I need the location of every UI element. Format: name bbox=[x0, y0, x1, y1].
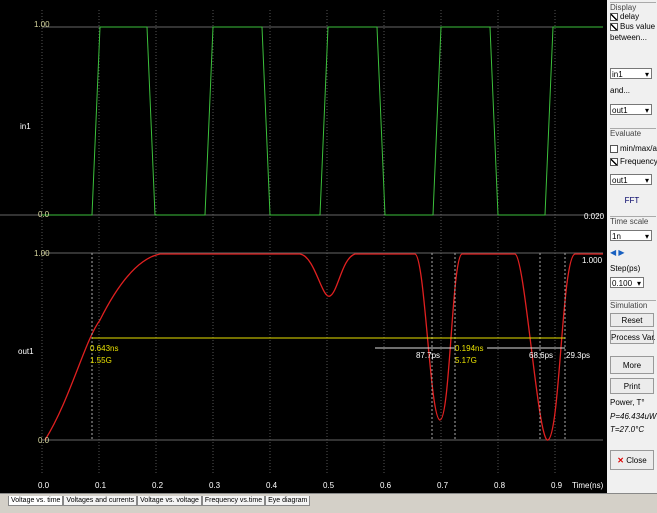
button[interactable]: Reset bbox=[610, 313, 654, 327]
button[interactable]: FFT bbox=[624, 196, 640, 205]
out1-waveform bbox=[44, 253, 603, 441]
measurement: 5.17G bbox=[455, 356, 477, 365]
tab[interactable]: Voltage vs. voltage bbox=[137, 496, 202, 506]
y-high: 1.00 bbox=[34, 20, 50, 29]
right-value: 0.020 bbox=[584, 212, 605, 221]
right-value: 1.000 bbox=[582, 256, 603, 265]
label: T=27.0°C bbox=[610, 425, 645, 434]
y-low: 0.0 bbox=[38, 210, 50, 219]
checkbox[interactable]: Bus value bbox=[610, 22, 655, 31]
plot-area: 1.00 0.0 in1 0.020 1.00 0.0 out1 1.000 0… bbox=[0, 0, 607, 493]
trace-label: out1 bbox=[18, 347, 34, 356]
checkbox[interactable]: delay bbox=[610, 12, 639, 21]
x-axis: 0.0 0.1 0.2 0.3 0.4 0.5 0.6 0.7 0.8 0.9 bbox=[38, 481, 563, 490]
tab-bar: Voltage vs. time Voltages and currents Vol… bbox=[0, 493, 657, 513]
label: Step(ps) bbox=[610, 264, 641, 273]
tab[interactable]: Voltages and currents bbox=[63, 496, 138, 506]
button[interactable]: Process Var. bbox=[610, 330, 656, 344]
in1-waveform bbox=[42, 26, 603, 216]
side-panel: Display delay Bus value between... in1 a… bbox=[607, 0, 657, 493]
tab[interactable]: Frequency vs.time bbox=[201, 496, 266, 506]
checkbox[interactable]: Frequency bbox=[610, 157, 657, 166]
button[interactable]: ✕ Close bbox=[610, 450, 654, 470]
measurement: 0.643ns bbox=[90, 344, 118, 353]
measure-guides bbox=[91, 253, 566, 440]
button-label: Close bbox=[626, 456, 647, 465]
background bbox=[0, 0, 607, 493]
select[interactable]: out1 bbox=[610, 104, 652, 116]
y-high: 1.00 bbox=[34, 249, 50, 258]
measurement: 0.194ns bbox=[455, 344, 483, 353]
label: and... bbox=[610, 86, 631, 95]
button[interactable]: Print bbox=[610, 378, 654, 394]
measurement: 87.7ps bbox=[416, 351, 440, 360]
input[interactable]: 0.100 bbox=[610, 277, 644, 289]
button[interactable]: More bbox=[610, 356, 654, 374]
section-title: Simulation bbox=[610, 300, 656, 310]
x-tick-label: 0.8 bbox=[494, 481, 506, 490]
label: between... bbox=[610, 33, 647, 42]
x-unit: Time(ns) bbox=[572, 481, 604, 490]
x-tick-label: 0.3 bbox=[209, 481, 221, 490]
label: P=46.434uW bbox=[610, 412, 657, 421]
measurement: 68.6ps bbox=[529, 351, 553, 360]
tab[interactable]: Voltage vs. time bbox=[8, 496, 64, 506]
section-title: Evaluate bbox=[610, 128, 656, 138]
x-tick-label: 0.9 bbox=[551, 481, 563, 490]
checkbox[interactable]: min/max/av bbox=[610, 144, 657, 153]
y-low: 0.0 bbox=[38, 436, 50, 445]
measurement: 29.3ps bbox=[566, 351, 590, 360]
tab[interactable]: Eye diagram bbox=[265, 496, 311, 506]
x-tick-label: 0.1 bbox=[95, 481, 107, 490]
label: Power, T° bbox=[610, 398, 645, 407]
select[interactable]: out1 bbox=[610, 174, 652, 186]
x-tick-label: 0.6 bbox=[380, 481, 392, 490]
x-tick-label: 0.4 bbox=[266, 481, 278, 490]
trace-label: in1 bbox=[20, 122, 31, 131]
x-tick-label: 0.7 bbox=[437, 481, 449, 490]
select[interactable]: 1n bbox=[610, 230, 652, 242]
select[interactable]: in1 bbox=[610, 68, 652, 80]
x-tick-label: 0.5 bbox=[323, 481, 335, 490]
arrows[interactable]: ◀ ▶ bbox=[610, 248, 625, 257]
measurement: 1.55G bbox=[90, 356, 112, 365]
x-tick-label: 0.0 bbox=[38, 481, 50, 490]
section-title: Time scale bbox=[610, 216, 656, 226]
section-title: Display bbox=[610, 2, 656, 12]
grid bbox=[41, 10, 556, 475]
x-tick-label: 0.2 bbox=[152, 481, 164, 490]
